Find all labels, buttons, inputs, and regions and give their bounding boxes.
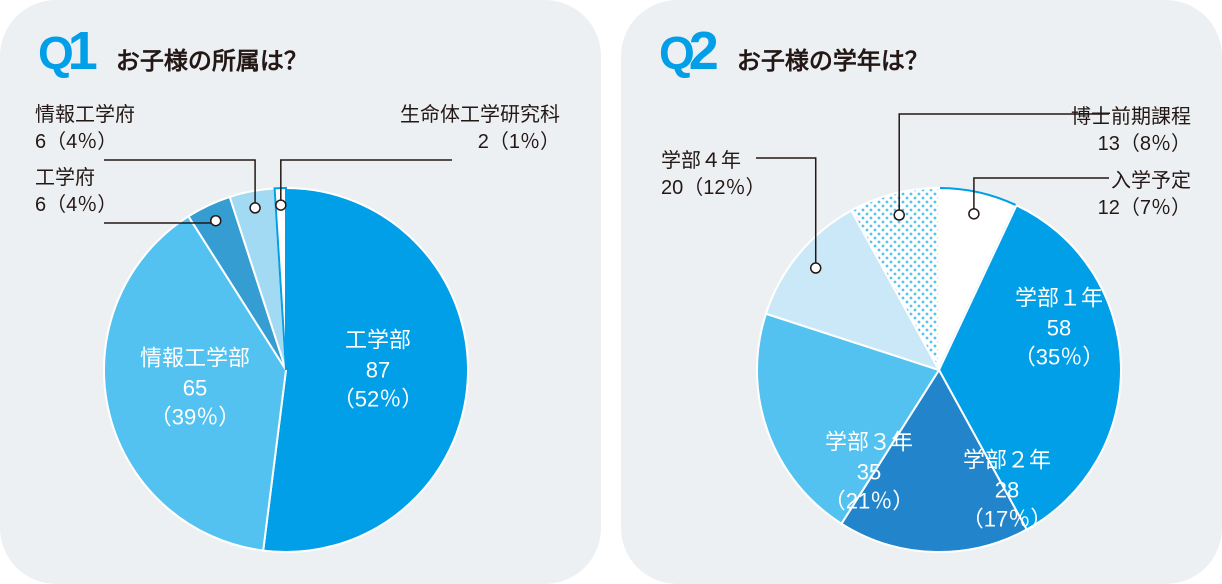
slice-label-kougakubu: 工学部87（52％） (333, 325, 423, 414)
q2-pie-chart: 入学予定12（7％） 学部１年58（35％） 学部２年28（17％） 学部３年35（2… (621, 0, 1222, 584)
q1-pie-chart: 工学部87（52％） 情報工学部65（39％） 工学府6（4％） 情報工学府6（4％）… (0, 0, 601, 584)
slice-label-g1: 学部１年58（35％） (1014, 283, 1104, 372)
callout-hakushi: 博士前期課程13（8％） (1071, 104, 1191, 158)
slice-label-jouhoukou: 情報工学部65（39％） (140, 343, 250, 432)
callout-seimeitai: 生命体工学研究科2（1％） (400, 102, 560, 156)
callout-jouhoufu: 情報工学府6（4％） (35, 102, 135, 156)
callout-g4: 学部４年20（12％） (661, 148, 766, 202)
callout-kougakufu: 工学府6（4％） (35, 165, 117, 219)
q1-panel: Q1 お子様の所属は？ 工学部87（52％）情報工学部65（39％）工学府6（4… (0, 0, 601, 584)
slice-label-g3: 学部３年35（21％） (824, 427, 914, 516)
q2-panel: Q2 お子様の学年は？ 入学予定12（7％）学部１年58（35％）学部２年28（… (621, 0, 1222, 584)
callout-yotei: 入学予定12（7％） (1098, 168, 1191, 222)
slice-label-g2: 学部２年28（17％） (962, 445, 1052, 534)
